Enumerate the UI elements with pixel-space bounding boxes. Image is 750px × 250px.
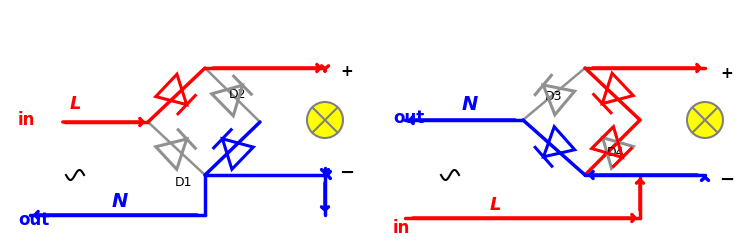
Text: −: −: [340, 164, 355, 182]
Text: D1: D1: [174, 176, 192, 190]
Text: +: +: [340, 64, 353, 80]
Text: D2: D2: [230, 88, 247, 101]
Text: in: in: [18, 111, 35, 129]
Text: out: out: [393, 109, 424, 127]
Circle shape: [687, 102, 723, 138]
Text: in: in: [393, 219, 410, 237]
Text: L: L: [69, 95, 81, 113]
Text: −: −: [719, 171, 734, 189]
Text: +: +: [721, 66, 734, 80]
Text: L: L: [489, 196, 501, 214]
Text: N: N: [112, 192, 128, 211]
Text: out: out: [18, 211, 50, 229]
Text: D4: D4: [606, 146, 624, 158]
Text: N: N: [462, 95, 478, 114]
Text: D3: D3: [544, 90, 562, 102]
Circle shape: [307, 102, 343, 138]
